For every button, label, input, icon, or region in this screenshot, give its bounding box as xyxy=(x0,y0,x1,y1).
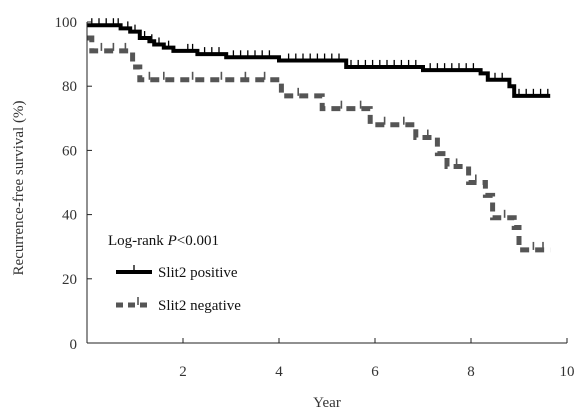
legend-label-negative: Slit2 negative xyxy=(158,298,241,314)
x-tick-label: 6 xyxy=(371,364,379,380)
legend-label-positive: Slit2 positive xyxy=(158,265,238,281)
origin-label: 0 xyxy=(70,337,78,353)
logrank-annotation: Log-rank P<0.001 xyxy=(108,233,219,249)
y-tick-label: 80 xyxy=(62,79,77,95)
legend: Slit2 positive Slit2 negative xyxy=(116,265,241,314)
logrank-p-symbol: P xyxy=(167,233,177,249)
x-tick-label: 4 xyxy=(275,364,283,380)
logrank-value: <0.001 xyxy=(177,233,219,249)
x-axis-title: Year xyxy=(313,395,341,411)
series-line xyxy=(87,35,551,253)
series-slit2-positive xyxy=(87,18,551,98)
series-line xyxy=(87,23,551,98)
x-tick-label: 10 xyxy=(560,364,575,380)
x-tick-label: 2 xyxy=(179,364,187,380)
y-axis-title: Recurrence-free survival (%) xyxy=(11,101,27,276)
logrank-prefix: Log-rank xyxy=(108,233,168,249)
x-tick-label: 8 xyxy=(467,364,475,380)
y-tick-label: 40 xyxy=(62,208,77,224)
series-slit2-negative xyxy=(87,35,551,253)
y-tick-label: 20 xyxy=(62,272,77,288)
y-tick-label: 100 xyxy=(55,15,78,31)
y-tick-label: 60 xyxy=(62,143,77,159)
